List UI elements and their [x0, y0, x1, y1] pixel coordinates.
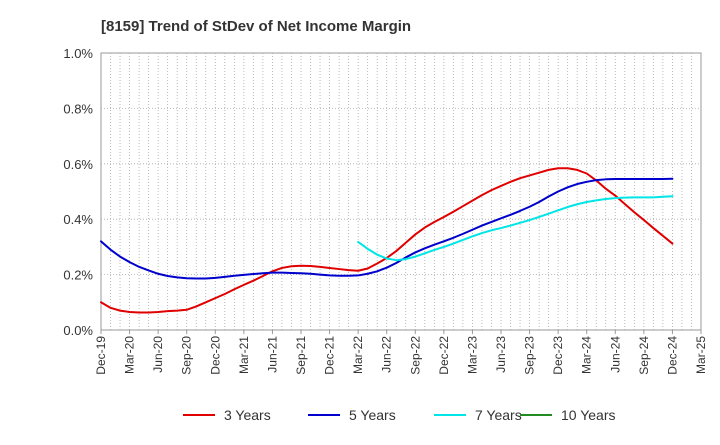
x-tick-label: Jun-20 [151, 336, 165, 373]
x-tick-label: Jun-23 [494, 336, 508, 373]
x-tick-label: Mar-21 [237, 336, 251, 374]
x-tick-label: Sep-23 [523, 336, 537, 375]
y-tick-label: 0.6% [63, 157, 93, 172]
x-tick-label: Mar-25 [694, 336, 708, 374]
x-tick-label: Sep-24 [637, 336, 651, 375]
chart-title: [8159] Trend of StDev of Net Income Marg… [101, 18, 411, 35]
x-tick-label: Mar-22 [351, 336, 365, 374]
grid-lines [100, 52, 702, 331]
x-tick-label: Sep-22 [408, 336, 422, 375]
y-tick-label: 0.8% [63, 101, 93, 116]
axes: 0.0% 0.2% 0.4% 0.6% 0.8% 1.0% Dec-19 Mar-20 Jun-… [63, 46, 708, 375]
y-tick-label: 0.4% [63, 212, 93, 227]
x-tick-label: Mar-20 [123, 336, 137, 374]
x-tick-label: Jun-22 [380, 336, 394, 373]
x-tick-label: Dec-19 [94, 336, 108, 375]
series-line-5-years [100, 177, 674, 280]
y-tick-label: 1.0% [63, 46, 93, 61]
legend-label: 7 Years [475, 407, 522, 423]
x-tick-label: Jun-24 [608, 336, 622, 373]
x-tick-label: Dec-20 [208, 336, 222, 375]
x-tick-label: Mar-23 [465, 336, 479, 374]
x-tick-label: Dec-21 [323, 336, 337, 375]
x-tick-label: Dec-22 [437, 336, 451, 375]
legend-label: 3 Years [224, 407, 271, 423]
x-tick-label: Mar-24 [580, 336, 594, 374]
x-tick-label: Dec-24 [665, 336, 679, 375]
legend-label: 5 Years [349, 407, 396, 423]
x-tick-label: Dec-23 [551, 336, 565, 375]
plot-frame [100, 52, 702, 331]
x-tick-label: Sep-21 [294, 336, 308, 375]
x-tick-label: Sep-20 [180, 336, 194, 375]
series-line-7-years [357, 195, 674, 262]
legend: 3 Years 5 Years 7 Years 10 Years [183, 407, 616, 423]
y-tick-label: 0.2% [63, 268, 93, 283]
legend-label: 10 Years [561, 407, 616, 423]
series-lines [100, 167, 674, 314]
y-tick-label: 0.0% [63, 323, 93, 338]
x-tick-label: Jun-21 [265, 336, 279, 373]
